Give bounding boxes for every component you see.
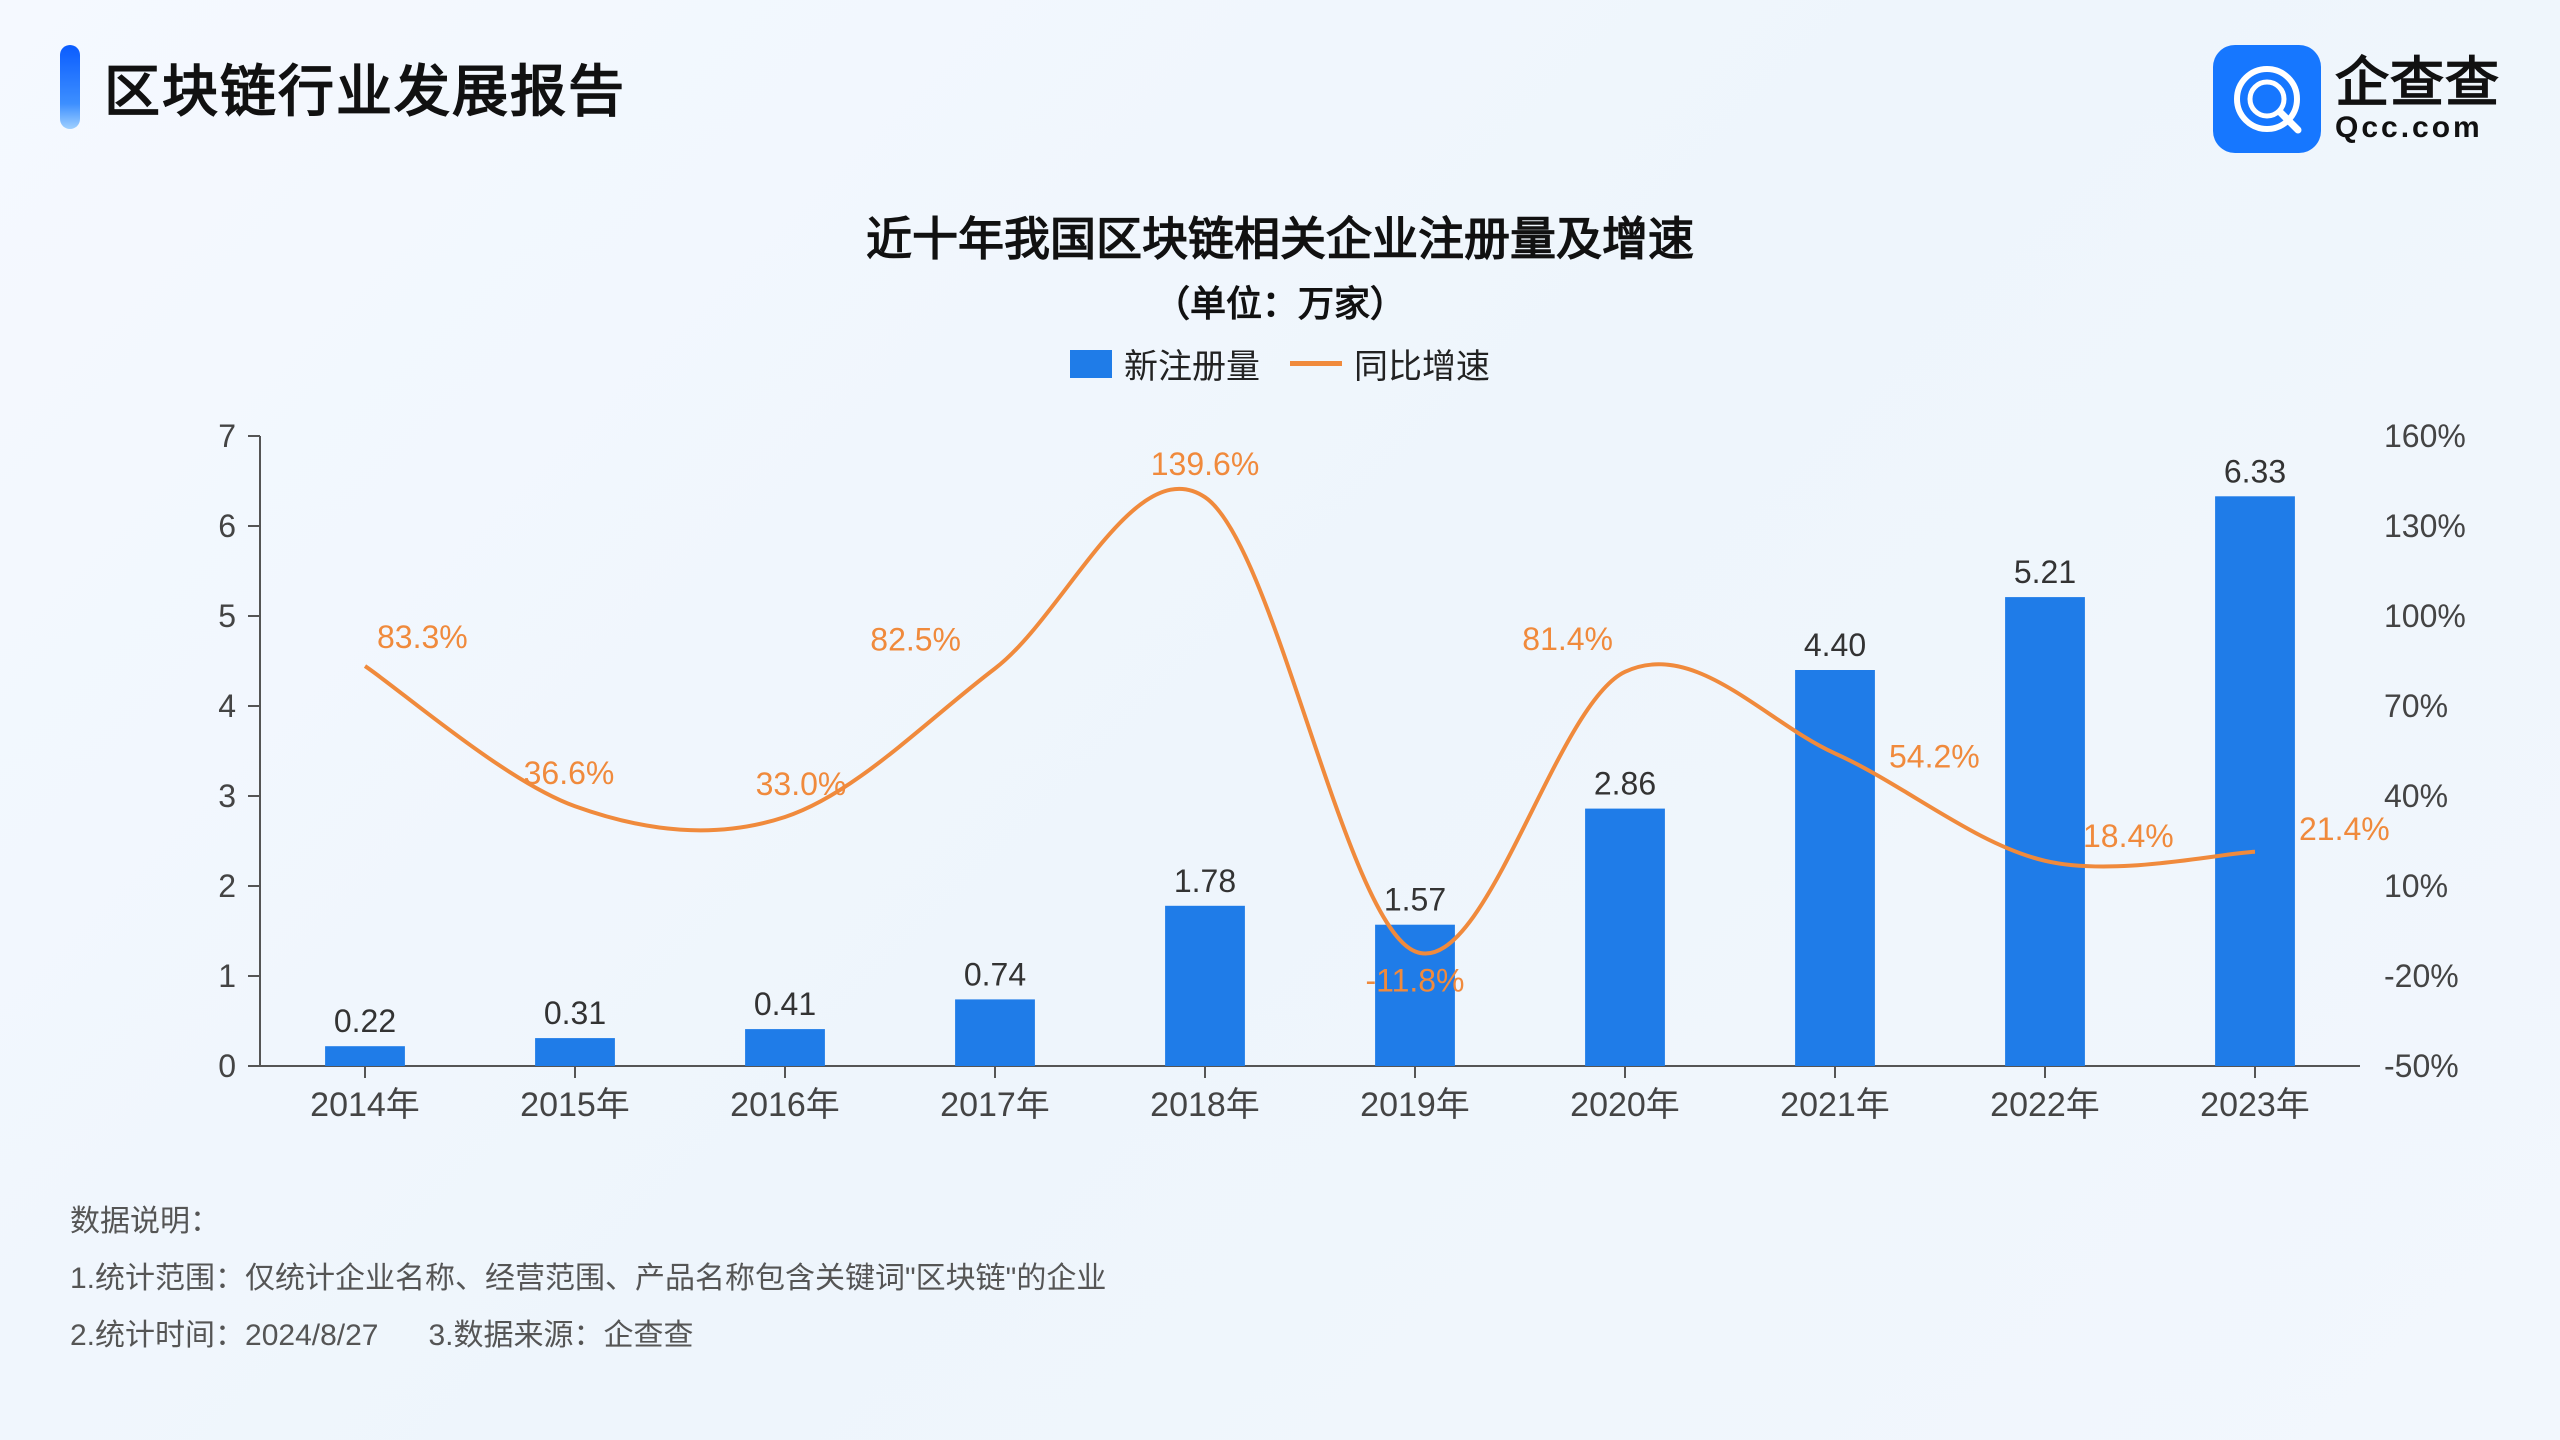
svg-text:54.2%: 54.2%: [1889, 738, 1980, 774]
svg-text:2: 2: [218, 868, 236, 904]
logo: 企查查 Qcc.com: [2213, 45, 2500, 153]
footnote-line2b: 3.数据来源：企查查: [429, 1319, 694, 1352]
svg-text:4: 4: [218, 688, 236, 724]
footnote-heading: 数据说明：: [70, 1193, 2500, 1250]
footnotes: 数据说明： 1.统计范围：仅统计企业名称、经营范围、产品名称包含关键词"区块链"…: [70, 1193, 2500, 1364]
svg-text:1: 1: [218, 958, 236, 994]
svg-text:1.57: 1.57: [1384, 882, 1446, 918]
chart-legend: 新注册量 同比增速: [60, 339, 2500, 388]
accent-bar: [60, 45, 80, 129]
title-block: 区块链行业发展报告: [60, 45, 626, 129]
svg-text:130%: 130%: [2384, 508, 2466, 544]
svg-text:2016年: 2016年: [730, 1086, 840, 1124]
svg-text:2022年: 2022年: [1990, 1086, 2100, 1124]
svg-text:2015年: 2015年: [520, 1086, 630, 1124]
svg-text:36.6%: 36.6%: [524, 755, 615, 791]
svg-text:18.4%: 18.4%: [2083, 818, 2174, 854]
footnote-line2a: 2.统计时间：2024/8/27: [70, 1319, 378, 1352]
legend-line-label: 同比增速: [1354, 339, 1490, 388]
legend-bar-label: 新注册量: [1124, 339, 1260, 388]
svg-text:5: 5: [218, 598, 236, 634]
legend-swatch-bar: [1070, 350, 1112, 378]
chart-svg: 0 1 2 3 4 5 6 7 -50% -20% 10% 40% 70% 100% 130% 160% 0.2…: [150, 406, 2510, 1146]
svg-text:4.40: 4.40: [1804, 627, 1866, 663]
svg-text:2021年: 2021年: [1780, 1086, 1890, 1124]
footnote-line1: 1.统计范围：仅统计企业名称、经营范围、产品名称包含关键词"区块链"的企业: [70, 1250, 2500, 1307]
page-title: 区块链行业发展报告: [104, 47, 626, 128]
chart-area: 01234567-50%-20%10%40%70%100%130%160%0.2…: [150, 406, 2440, 1151]
svg-text:100%: 100%: [2384, 598, 2466, 634]
svg-text:2017年: 2017年: [940, 1086, 1050, 1124]
logo-text-cn: 企查查: [2335, 55, 2500, 112]
svg-text:2020年: 2020年: [1570, 1086, 1680, 1124]
legend-swatch-line: [1290, 361, 1342, 366]
svg-text:1.78: 1.78: [1174, 863, 1236, 899]
svg-text:139.6%: 139.6%: [1151, 446, 1260, 482]
svg-text:21.4%: 21.4%: [2299, 811, 2390, 847]
svg-text:2.86: 2.86: [1594, 766, 1656, 802]
svg-text:2018年: 2018年: [1150, 1086, 1260, 1124]
svg-text:7: 7: [218, 418, 236, 454]
svg-text:2019年: 2019年: [1360, 1086, 1470, 1124]
svg-text:82.5%: 82.5%: [870, 622, 961, 658]
svg-text:0.22: 0.22: [334, 1003, 396, 1039]
svg-text:83.3%: 83.3%: [377, 619, 468, 655]
chart-title: 近十年我国区块链相关企业注册量及增速: [60, 203, 2500, 269]
svg-text:-20%: -20%: [2384, 958, 2459, 994]
svg-text:0: 0: [218, 1048, 236, 1084]
legend-line: 同比增速: [1290, 339, 1490, 388]
svg-text:40%: 40%: [2384, 778, 2448, 814]
chart-subtitle: （单位：万家）: [60, 275, 2500, 327]
svg-text:2014年: 2014年: [310, 1086, 420, 1124]
svg-text:70%: 70%: [2384, 688, 2448, 724]
svg-text:10%: 10%: [2384, 868, 2448, 904]
svg-text:0.41: 0.41: [754, 986, 816, 1022]
svg-text:3: 3: [218, 778, 236, 814]
svg-text:81.4%: 81.4%: [1522, 621, 1613, 657]
svg-text:33.0%: 33.0%: [756, 766, 847, 802]
svg-text:5.21: 5.21: [2014, 554, 2076, 590]
svg-text:2023年: 2023年: [2200, 1086, 2310, 1124]
svg-text:160%: 160%: [2384, 418, 2466, 454]
svg-text:-11.8%: -11.8%: [1365, 962, 1464, 998]
svg-text:-50%: -50%: [2384, 1048, 2459, 1084]
svg-text:0.74: 0.74: [964, 956, 1026, 992]
logo-text-en: Qcc.com: [2335, 112, 2500, 144]
svg-text:6: 6: [218, 508, 236, 544]
svg-text:6.33: 6.33: [2224, 453, 2286, 489]
logo-icon: [2213, 45, 2321, 153]
svg-text:0.31: 0.31: [544, 995, 606, 1031]
legend-bar: 新注册量: [1070, 339, 1260, 388]
